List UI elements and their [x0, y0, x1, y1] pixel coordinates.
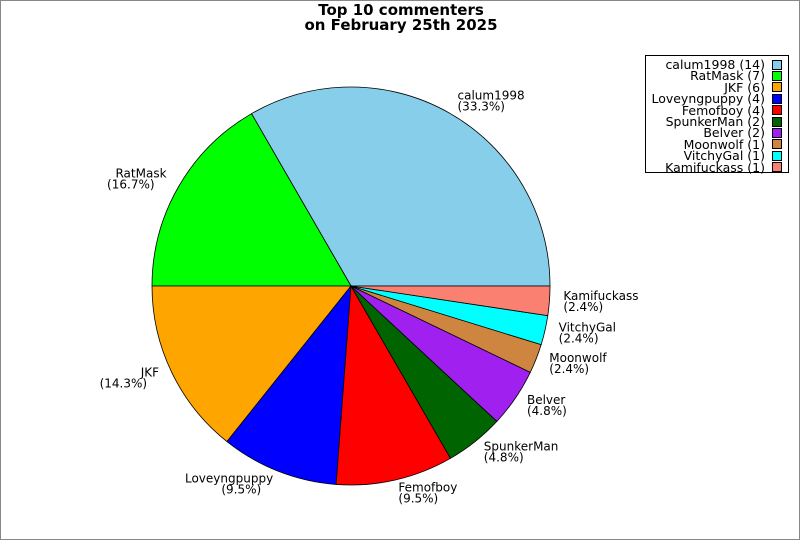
slice-label: calum1998 (33.3%): [458, 89, 525, 114]
legend-swatch: [772, 71, 782, 82]
legend-swatch: [772, 59, 782, 70]
legend-swatch: [772, 116, 782, 127]
legend-item: VitchyGal (1): [646, 148, 788, 164]
legend-item: Kamifuckass (1): [646, 159, 788, 175]
legend-swatch: [772, 82, 782, 93]
slice-label: SpunkerMan (4.8%): [484, 440, 559, 465]
slice-label: Kamifuckass (2.4%): [563, 289, 638, 314]
legend-label: SpunkerMan (2): [665, 113, 765, 129]
legend-swatch: [772, 139, 782, 150]
pie-slice-Loveyngpuppy: [226, 284, 352, 485]
legend-item: RatMask (7): [646, 68, 788, 84]
legend-swatch: [772, 93, 782, 104]
title-line-2: on February 25th 2025: [304, 16, 498, 34]
legend-swatch: [772, 162, 782, 173]
legend-label: Femofboy (4): [681, 102, 765, 118]
legend-swatch: [772, 128, 782, 139]
slice-label: RatMask (16.7%): [107, 167, 167, 192]
pie-slice-JKF: [151, 285, 352, 443]
legend-label: Belver (2): [703, 125, 765, 141]
legend-item: calum1998 (14): [646, 57, 788, 72]
legend-label: Loveyngpuppy (4): [651, 91, 765, 107]
slice-label: Loveyngpuppy (9.5%): [185, 471, 273, 496]
legend-item: Femofboy (4): [646, 102, 788, 118]
legend-item: SpunkerMan (2): [646, 113, 788, 129]
legend-label: Kamifuckass (1): [665, 159, 765, 175]
legend-label: Moonwolf (1): [683, 136, 765, 152]
slice-label: JKF (14.3%): [100, 365, 160, 390]
slice-label: Moonwolf (2.4%): [549, 351, 607, 376]
legend-item: Belver (2): [646, 125, 788, 141]
slice-label: Femofboy (9.5%): [398, 481, 457, 506]
legend-item: JKF (6): [646, 79, 788, 95]
legend-swatch: [772, 105, 782, 116]
legend-label: JKF (6): [724, 79, 765, 95]
legend-label: calum1998 (14): [665, 57, 765, 72]
legend: calum1998 (14) RatMask (7) JKF (6) Loveyngp…: [645, 55, 789, 173]
slice-label: VitchyGal (2.4%): [559, 320, 616, 345]
legend-swatch: [772, 150, 782, 161]
legend-label: VitchyGal (1): [683, 148, 765, 164]
legend-item: Moonwolf (1): [646, 136, 788, 152]
pie-slice-RatMask: [151, 113, 352, 287]
pie-slice-Femofboy: [335, 284, 452, 486]
slice-label: Belver (4.8%): [527, 393, 567, 418]
legend-item: Loveyngpuppy (4): [646, 91, 788, 107]
title-line-1: Top 10 commenters: [318, 1, 484, 19]
pie-slice-Kamifuckass: [350, 285, 551, 317]
chart-title: Top 10 commenters on February 25th 2025: [1, 1, 799, 34]
legend-label: RatMask (7): [690, 68, 765, 84]
pie-slice-calum1998: [250, 86, 551, 287]
